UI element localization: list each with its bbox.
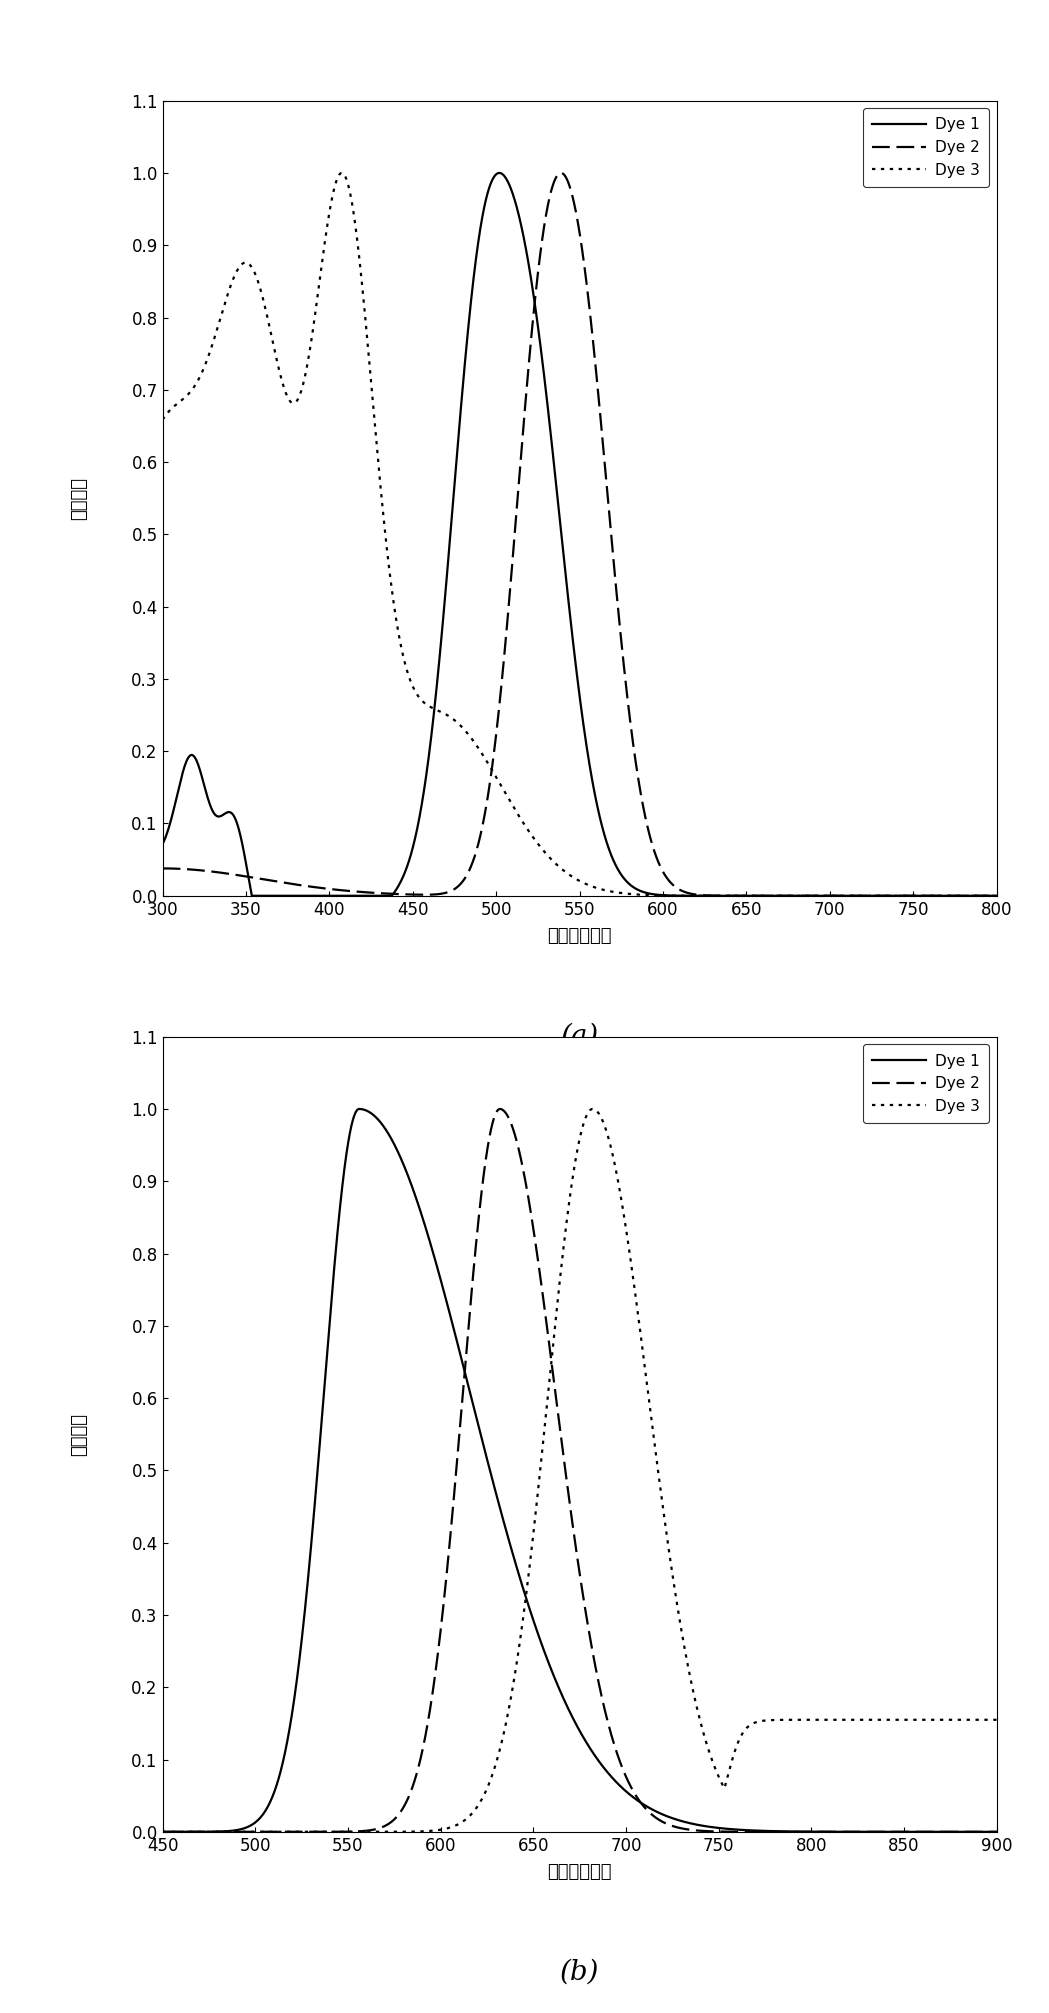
Dye 1 bbox=[156, 831, 169, 856]
Dye 2 bbox=[657, 860, 669, 884]
Dye 1 bbox=[475, 1425, 488, 1449]
Dye 3 bbox=[156, 407, 169, 431]
Dye 2 bbox=[778, 1820, 791, 1844]
Dye 1 bbox=[657, 1802, 669, 1826]
Dye 2 bbox=[699, 1820, 711, 1844]
Legend: Dye 1, Dye 2, Dye 3: Dye 1, Dye 2, Dye 3 bbox=[863, 109, 989, 187]
Dye 2 bbox=[307, 876, 320, 900]
Dye 3 bbox=[699, 1727, 711, 1751]
Dye 1 bbox=[657, 884, 669, 908]
Dye 1 bbox=[842, 1820, 855, 1844]
X-axis label: 波长（纳米）: 波长（纳米） bbox=[548, 926, 612, 944]
Dye 2 bbox=[475, 1184, 488, 1208]
Dye 2 bbox=[699, 884, 711, 908]
Dye 2 bbox=[778, 884, 791, 908]
X-axis label: 波长（纳米）: 波长（纳米） bbox=[548, 1862, 612, 1880]
Dye 3 bbox=[586, 1097, 599, 1121]
Dye 3 bbox=[475, 1788, 488, 1812]
Dye 3 bbox=[307, 1820, 320, 1844]
Dye 3 bbox=[336, 161, 348, 185]
Dye 1 bbox=[308, 884, 321, 908]
Dye 1 bbox=[352, 1097, 365, 1121]
Dye 1 bbox=[699, 884, 711, 908]
Dye 3 bbox=[156, 1820, 169, 1844]
Legend: Dye 1, Dye 2, Dye 3: Dye 1, Dye 2, Dye 3 bbox=[863, 1045, 989, 1123]
Line: Dye 1: Dye 1 bbox=[163, 1109, 997, 1832]
Dye 1 bbox=[475, 209, 488, 234]
Dye 1 bbox=[990, 1820, 1003, 1844]
Dye 3 bbox=[657, 1496, 669, 1520]
Dye 3 bbox=[778, 884, 791, 908]
Line: Dye 3: Dye 3 bbox=[163, 173, 997, 896]
Line: Dye 1: Dye 1 bbox=[163, 173, 997, 896]
Dye 1 bbox=[842, 884, 855, 908]
Dye 2 bbox=[657, 1810, 669, 1834]
Dye 3 bbox=[475, 741, 488, 765]
Dye 3 bbox=[657, 884, 669, 908]
Dye 1 bbox=[307, 1500, 320, 1524]
Dye 2 bbox=[156, 1820, 169, 1844]
Dye 2 bbox=[307, 1820, 320, 1844]
Line: Dye 2: Dye 2 bbox=[163, 1109, 997, 1832]
Dye 2 bbox=[494, 1097, 507, 1121]
Dye 2 bbox=[475, 819, 488, 843]
Dye 1 bbox=[156, 1820, 169, 1844]
Dye 3 bbox=[778, 1707, 791, 1731]
Dye 1 bbox=[779, 884, 792, 908]
Dye 1 bbox=[493, 161, 506, 185]
Dye 3 bbox=[699, 884, 711, 908]
Dye 2 bbox=[990, 884, 1003, 908]
Dye 2 bbox=[156, 856, 169, 880]
Dye 3 bbox=[842, 884, 855, 908]
Dye 3 bbox=[990, 1707, 1003, 1731]
Text: (a): (a) bbox=[560, 1023, 599, 1051]
Text: 吸收强度: 吸收强度 bbox=[70, 477, 88, 519]
Text: (b): (b) bbox=[560, 1959, 599, 1987]
Dye 2 bbox=[842, 1820, 855, 1844]
Dye 2 bbox=[555, 161, 568, 185]
Dye 2 bbox=[842, 884, 855, 908]
Dye 1 bbox=[245, 884, 258, 908]
Dye 3 bbox=[990, 884, 1003, 908]
Dye 3 bbox=[307, 310, 320, 334]
Line: Dye 3: Dye 3 bbox=[163, 1109, 997, 1832]
Text: 荆光强度: 荆光强度 bbox=[70, 1413, 88, 1455]
Dye 2 bbox=[990, 1820, 1003, 1844]
Dye 1 bbox=[990, 884, 1003, 908]
Line: Dye 2: Dye 2 bbox=[163, 173, 997, 896]
Dye 1 bbox=[778, 1820, 791, 1844]
Dye 3 bbox=[842, 1707, 855, 1731]
Dye 1 bbox=[699, 1814, 711, 1838]
